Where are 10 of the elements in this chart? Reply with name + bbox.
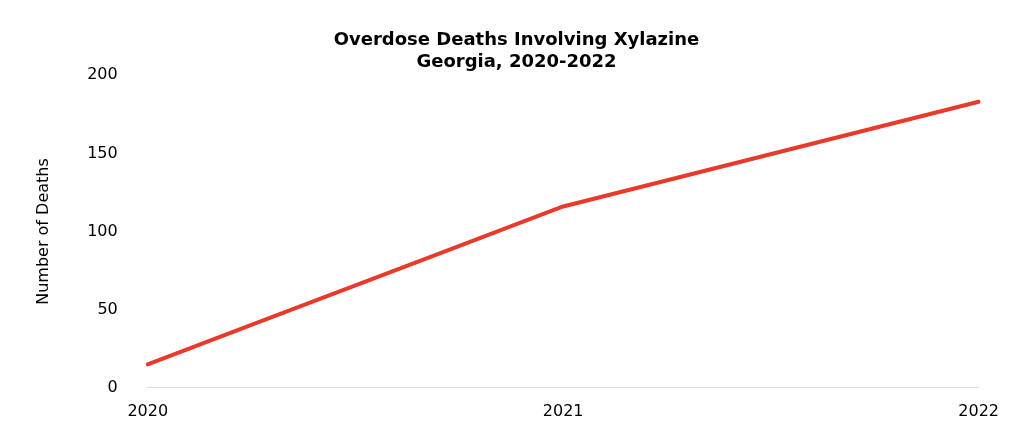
y-tick-label: 50 (97, 298, 118, 318)
y-tick-label: 150 (87, 142, 118, 162)
y-tick-label: 200 (87, 64, 118, 84)
x-tick-label: 2020 (127, 400, 169, 420)
chart-title: Overdose Deaths Involving Xylazine Georgia, 2020-2022 (333, 28, 700, 72)
y-tick-label: 100 (87, 220, 118, 240)
x-tick-label: 2021 (542, 400, 584, 420)
x-tick-label: 2022 (958, 400, 999, 420)
y-tick-label: 0 (107, 376, 118, 396)
y-axis-title: Number of Deaths (32, 158, 52, 305)
